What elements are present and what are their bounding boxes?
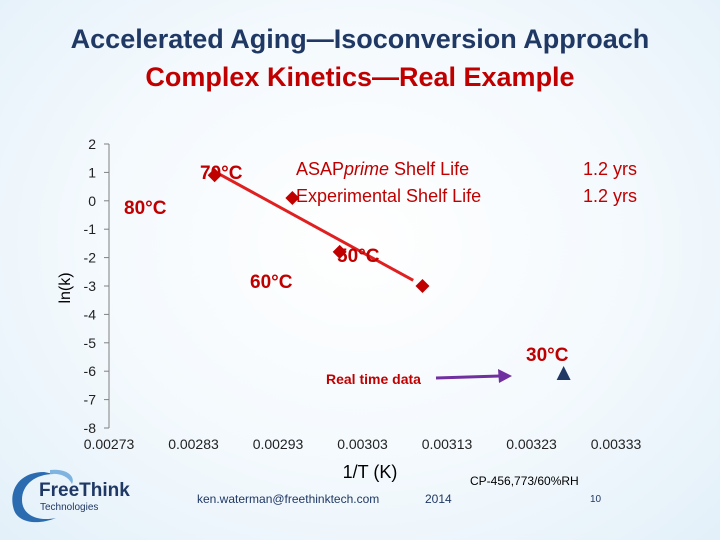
y-tick-label: -4 bbox=[84, 306, 97, 322]
logo-brand-text: FreeThink bbox=[39, 480, 130, 501]
data-point-diamond bbox=[415, 279, 430, 293]
y-tick-label: -1 bbox=[84, 221, 97, 237]
data-points bbox=[207, 168, 571, 381]
y-tick-label: -7 bbox=[84, 392, 97, 408]
y-tick-label: -8 bbox=[84, 420, 97, 436]
label-real-time-data: Real time data bbox=[326, 371, 421, 387]
x-tick-label: 0.00293 bbox=[253, 436, 304, 452]
arrow-head bbox=[498, 369, 512, 383]
y-tick-label: 0 bbox=[88, 193, 96, 209]
label-80c: 80°C bbox=[124, 198, 167, 219]
real-time-arrow bbox=[435, 369, 512, 383]
y-tick-label: -2 bbox=[84, 250, 97, 266]
y-tick-label: 1 bbox=[88, 164, 96, 180]
arrow-line bbox=[435, 374, 501, 380]
y-tick-label: 2 bbox=[88, 136, 96, 152]
footer-year: 2014 bbox=[425, 492, 452, 506]
y-tick-label: -6 bbox=[84, 363, 97, 379]
y-tick-label: -3 bbox=[84, 278, 97, 294]
label-30c: 30°C bbox=[526, 345, 569, 366]
page-number: 10 bbox=[590, 494, 602, 505]
label-50c: 50°C bbox=[337, 246, 380, 267]
data-point-diamond bbox=[207, 168, 222, 183]
data-point-diamond bbox=[285, 190, 300, 205]
freethink-logo: FreeThink Technologies bbox=[12, 469, 130, 523]
asap-shelf-life-value: 1.2 yrs bbox=[583, 159, 638, 179]
experimental-shelf-life-label: Experimental Shelf Life bbox=[296, 186, 482, 206]
logo-sub-text: Technologies bbox=[40, 502, 98, 513]
footer-email: ken.waterman@freethinktech.com bbox=[197, 492, 380, 506]
asap-word: ASAP bbox=[296, 159, 345, 179]
x-tick-label: 0.00273 bbox=[84, 436, 135, 452]
x-tick-label: 0.00313 bbox=[422, 436, 473, 452]
x-tick-label: 0.00323 bbox=[506, 436, 557, 452]
label-60c: 60°C bbox=[250, 272, 293, 293]
y-axis-label: ln(k) bbox=[57, 272, 74, 303]
data-point-triangle bbox=[556, 366, 571, 381]
shelf-life-word: Shelf Life bbox=[389, 159, 470, 179]
y-axis-ticks: 2 1 0 -1 -2 -3 -4 -5 -6 -7 -8 bbox=[84, 136, 109, 436]
logo-swoosh-accent-icon bbox=[50, 469, 73, 484]
x-tick-label: 0.00333 bbox=[591, 436, 642, 452]
prime-word: prime bbox=[344, 159, 390, 179]
experimental-shelf-life-value: 1.2 yrs bbox=[583, 186, 638, 206]
label-70c: 70°C bbox=[200, 163, 243, 184]
x-axis-ticks: 0.00273 0.00283 0.00293 0.00303 0.00313 0.003… bbox=[84, 436, 642, 452]
logo-swoosh-icon bbox=[12, 472, 56, 523]
x-axis-label: 1/T (K) bbox=[343, 462, 398, 482]
y-tick-label: -5 bbox=[84, 335, 97, 351]
x-tick-label: 0.00303 bbox=[337, 436, 388, 452]
slide-title: Accelerated Aging—Isoconversion Approach bbox=[70, 24, 650, 54]
asap-shelf-life-label: ASAPprime Shelf Life bbox=[296, 159, 469, 180]
slide-subtitle: Complex Kinetics—Real Example bbox=[145, 62, 575, 92]
trend-line bbox=[218, 172, 414, 282]
data-point-diamond bbox=[332, 244, 347, 259]
x-tick-label: 0.00283 bbox=[168, 436, 219, 452]
footer-reference: CP-456,773/60%RH bbox=[470, 474, 579, 488]
